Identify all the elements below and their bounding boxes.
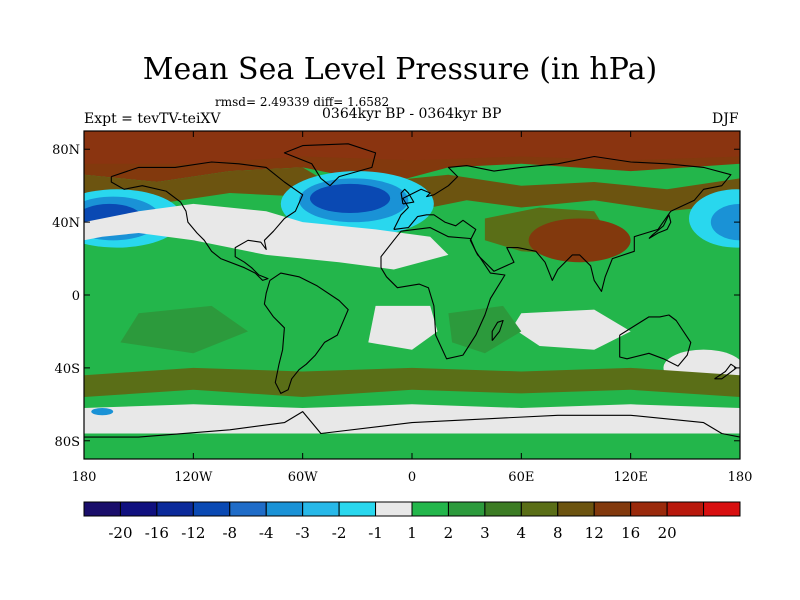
- colorbar-label: 1: [407, 524, 417, 542]
- coast-britain: [400, 188, 415, 205]
- colorbar-label: -2: [332, 524, 347, 542]
- colorbar-label: 2: [444, 524, 454, 542]
- lat-label: 0: [72, 289, 80, 304]
- coast-antarctica: [84, 411, 740, 438]
- colorbar-label: 20: [658, 524, 677, 542]
- colorbar-label: -4: [259, 524, 274, 542]
- coast-new-zealand: [714, 363, 737, 380]
- lat-label: 80N: [52, 143, 80, 158]
- lat-label: 80S: [55, 435, 80, 450]
- field-southern-blue-spot: [91, 407, 114, 416]
- coast-greenland: [283, 143, 377, 187]
- colorbar-swatch: [411, 501, 449, 517]
- period-label: 0364kyr BP - 0364kyr BP: [322, 106, 502, 122]
- lon-label: 120E: [614, 470, 648, 485]
- field-southern-grey: [84, 404, 740, 434]
- colorbar-swatch: [484, 501, 522, 517]
- colorbar-swatch: [447, 501, 486, 517]
- colorbar-swatch: [630, 501, 668, 517]
- coast-australia: [619, 314, 692, 367]
- pressure-field: [84, 131, 740, 459]
- field-antarctic: [84, 433, 740, 459]
- colorbar-label: -16: [145, 524, 169, 542]
- latitude-axis: 80N 40N 0 40S 80S: [52, 143, 740, 450]
- coast-madagascar: [491, 319, 504, 341]
- colorbar-swatch: [338, 501, 377, 517]
- coast-eurasia: [393, 155, 732, 292]
- colorbar-swatch: [119, 501, 158, 517]
- field-subtropic-grey: [84, 203, 449, 270]
- field-wpacific-low-core: [710, 203, 740, 241]
- lat-label: 40S: [55, 362, 80, 377]
- stats-text: rmsd= 2.49339 diff= 1.6582: [215, 95, 390, 109]
- lon-label: 180: [728, 470, 753, 485]
- lon-label: 0: [408, 470, 416, 485]
- lon-label: 120W: [174, 470, 213, 485]
- field-arctic-core: [84, 131, 740, 164]
- season-label: DJF: [712, 111, 739, 127]
- field-tibet: [528, 218, 631, 263]
- lon-label: 60E: [508, 470, 534, 485]
- colorbar-swatch: [557, 501, 595, 517]
- coast-japan: [648, 214, 672, 239]
- colorbar-label: -20: [108, 524, 132, 542]
- field-safrica: [448, 305, 522, 354]
- colorbar-swatch: [666, 501, 705, 517]
- lat-label: 40N: [52, 216, 80, 231]
- colorbar-swatch: [593, 501, 632, 517]
- field-spacific: [120, 305, 248, 354]
- colorbar-label: 12: [585, 524, 604, 542]
- colorbar-swatch: [302, 501, 340, 517]
- experiment-label: Expt = tevTV-teiXV: [84, 111, 221, 127]
- colorbar: -20 -16 -12 -8 -4 -3 -2 -1 1 2 3 4 8 12 16 20: [83, 501, 741, 542]
- lon-label: 60W: [288, 470, 319, 485]
- colorbar-swatch: [192, 501, 231, 517]
- colorbar-swatch: [229, 501, 267, 517]
- coast-north-america: [110, 161, 304, 281]
- colorbar-label: -8: [222, 524, 237, 542]
- field-atlantic-low-core: [309, 183, 391, 213]
- colorbar-label: 4: [517, 524, 527, 542]
- colorbar-swatch: [83, 501, 121, 517]
- coast-africa: [380, 227, 506, 360]
- field-indian-grey: [512, 309, 631, 350]
- colorbar-label: -12: [181, 524, 205, 542]
- chart-title: Mean Sea Level Pressure (in hPa): [142, 52, 658, 87]
- colorbar-swatch: [156, 501, 194, 517]
- colorbar-label: 16: [621, 524, 640, 542]
- colorbar-label: -3: [295, 524, 310, 542]
- colorbar-swatch: [703, 501, 741, 517]
- colorbar-label: -1: [368, 524, 383, 542]
- field-south-band: [84, 367, 740, 397]
- longitude-axis: 180 120W 60W 0 60E 120E 180: [72, 131, 753, 485]
- coast-south-america: [263, 272, 349, 394]
- colorbar-swatch: [520, 501, 559, 517]
- colorbar-label: 8: [553, 524, 563, 542]
- colorbar-label: 3: [480, 524, 490, 542]
- lon-label: 180: [72, 470, 97, 485]
- colorbar-swatch: [265, 501, 304, 517]
- field-satlantic-grey: [368, 305, 438, 350]
- coastlines: [84, 143, 740, 438]
- colorbar-swatch: [375, 501, 413, 517]
